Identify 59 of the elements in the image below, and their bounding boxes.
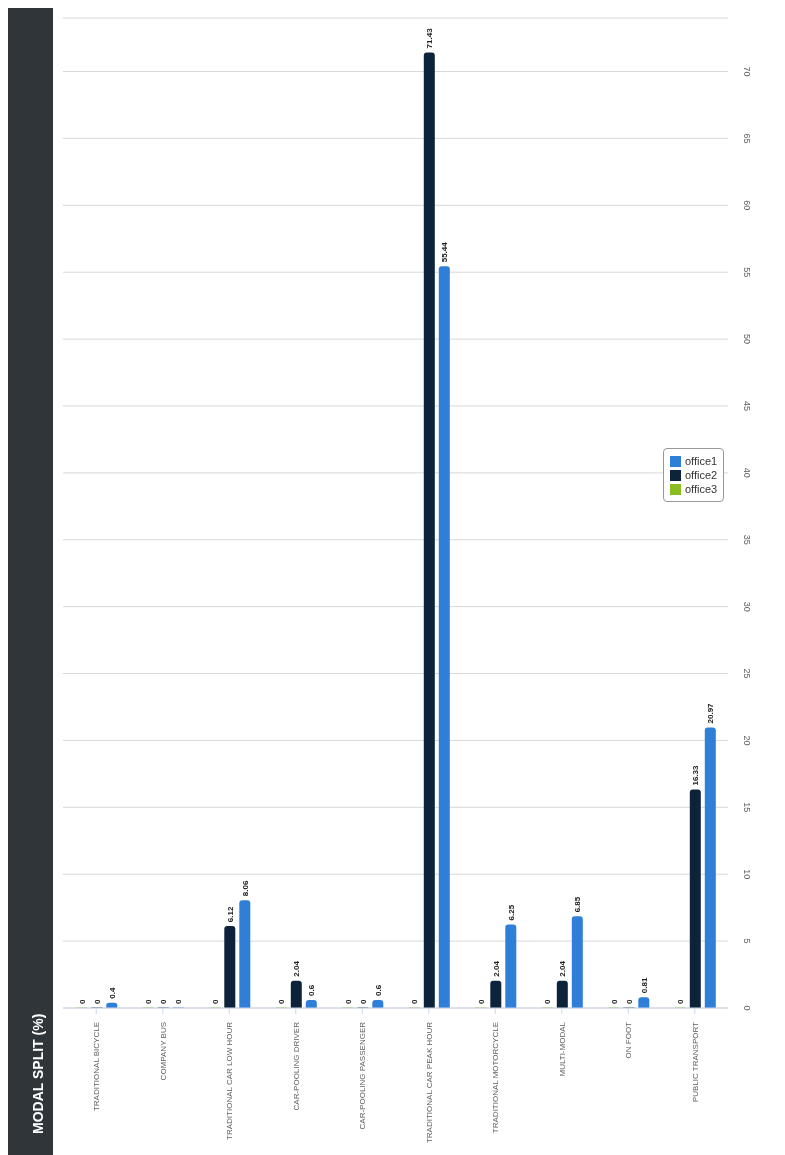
data-label: 55.44 (440, 241, 450, 263)
y-tick-label: 25 (742, 668, 752, 679)
data-label: 0 (609, 999, 619, 1004)
y-tick-label: 0 (742, 1005, 752, 1011)
data-label: 0 (92, 999, 102, 1004)
y-tick-label: 50 (742, 334, 752, 345)
y-tick-label: 35 (742, 534, 752, 545)
x-tick-label: ON FOOT (624, 1021, 634, 1059)
data-label: 0.81 (639, 977, 649, 994)
data-label: 6.25 (506, 904, 516, 921)
data-label: 0 (624, 999, 634, 1004)
x-tick-label: COMPANY BUS (158, 1022, 168, 1081)
data-label: 6.12 (225, 906, 235, 923)
data-label: 0 (676, 999, 686, 1004)
y-tick-label: 60 (742, 200, 752, 211)
data-label: 0.6 (373, 984, 383, 996)
data-label: 0 (210, 999, 220, 1004)
data-label: 0 (543, 999, 553, 1004)
data-label: 20.97 (706, 702, 716, 724)
y-tick-label: 70 (742, 66, 752, 77)
legend-label: office3 (685, 483, 718, 495)
data-label: 16.33 (691, 764, 701, 786)
text: MODAL SPLIT (%) (30, 1013, 46, 1134)
x-tick-label: CAR-POOLING DRIVER (291, 1021, 301, 1111)
data-label: 8.06 (240, 880, 250, 897)
data-label: 0.4 (107, 986, 117, 999)
data-label: 6.85 (573, 896, 583, 913)
x-tick-label: TRADITIONAL CAR PEAK HOUR (424, 1021, 434, 1144)
data-label: 0 (476, 999, 486, 1004)
y-tick-label: 30 (742, 601, 752, 612)
legend-label: office1 (685, 455, 718, 467)
data-label: 0.6 (307, 984, 317, 996)
data-label: 0 (174, 999, 184, 1004)
x-tick-label: TRADITIONAL MOTORCYCLE (491, 1022, 501, 1134)
data-label: 0 (144, 999, 154, 1004)
y-tick-label: 55 (742, 267, 752, 278)
y-tick-label: 5 (742, 938, 752, 944)
x-tick-label: PUBLIC TRANSPORT (690, 1021, 700, 1103)
y-tick-label: 45 (742, 400, 752, 411)
legend-label: office2 (685, 469, 718, 481)
y-tick-label: 15 (742, 802, 752, 813)
y-tick-label: 40 (742, 467, 752, 478)
data-label: 2.04 (558, 960, 568, 977)
x-tick-label: CAR-POOLING PASSENGER (358, 1021, 368, 1130)
data-label: 0 (277, 999, 287, 1004)
data-label: 0 (77, 999, 87, 1004)
data-label: 0 (159, 999, 169, 1004)
y-tick-label: 20 (742, 735, 752, 746)
x-tick-label: TRADITIONAL CAR LOW HOUR (225, 1021, 235, 1140)
data-label: 2.04 (491, 960, 501, 977)
y-tick-label: 10 (742, 869, 752, 880)
data-label: 0 (358, 999, 368, 1004)
x-tick-label: MULTI-MODAL (557, 1021, 567, 1077)
data-label: 0 (410, 999, 420, 1004)
x-tick-label: TRADITIONAL BICYCLE (92, 1022, 102, 1112)
data-label: 0 (343, 999, 353, 1004)
data-label: 71.43 (425, 27, 435, 49)
data-label: 2.04 (292, 960, 302, 977)
y-tick-label: 65 (742, 133, 752, 144)
